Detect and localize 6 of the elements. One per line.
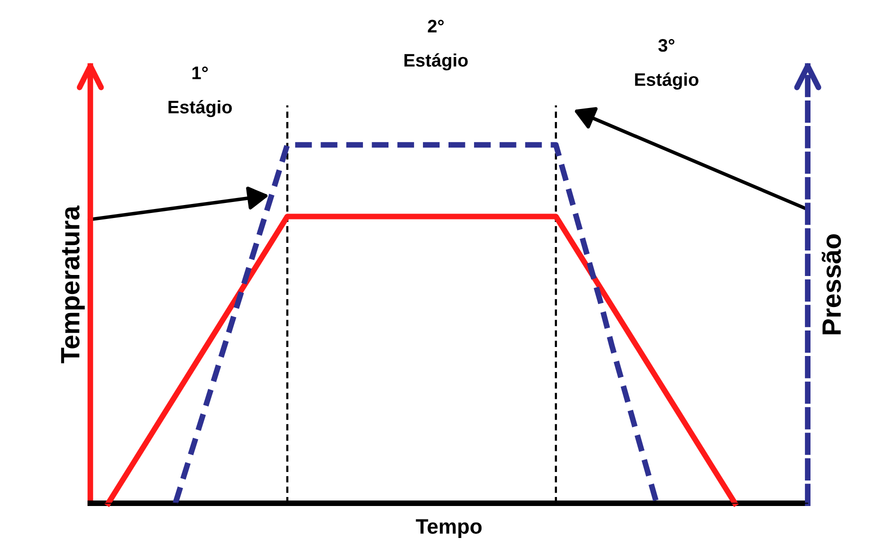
text: 1° Estágio — [168, 66, 232, 118]
y2-axis-title: Pressão — [822, 234, 841, 334]
x-axis-title: Tempo — [416, 519, 482, 538]
text: 2° Estágio — [404, 20, 468, 70]
y-axis-title: Temperatura — [61, 206, 85, 364]
text: 3° Estágio — [635, 38, 698, 90]
